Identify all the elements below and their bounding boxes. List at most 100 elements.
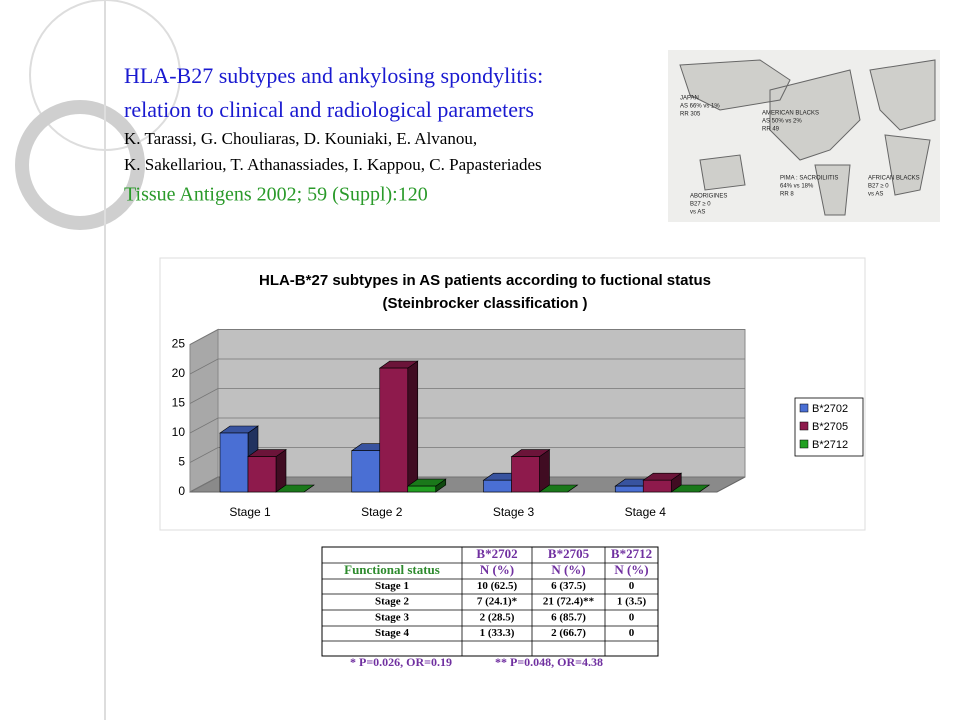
table-subheader: Functional status <box>344 562 440 577</box>
y-tick-label: 25 <box>172 337 186 351</box>
map-label: AFRICAN BLACKS <box>868 176 920 182</box>
map-label: RR 8 <box>780 192 794 198</box>
bar-side <box>407 360 419 493</box>
bar <box>378 360 419 493</box>
legend-swatch <box>799 421 809 431</box>
bar <box>510 449 551 493</box>
map-image: JAPAN AS 66% vs 1% RR 305 AMERICAN BLACKS AS… <box>668 50 940 222</box>
bar-front <box>614 485 644 493</box>
map-label: B27 ≥ 0 <box>868 184 889 190</box>
grid-line <box>189 476 745 493</box>
x-tick-label: Stage 2 <box>361 505 403 519</box>
table-subheader: N (%) <box>480 562 514 577</box>
map-label: vs AS <box>868 192 883 198</box>
table-cell: 0 <box>629 580 635 592</box>
legend-swatch <box>799 439 809 449</box>
table-header: B*2702 <box>476 546 517 561</box>
bar-front <box>351 450 381 493</box>
y-tick-label: 5 <box>178 455 185 469</box>
map-label: RR 305 <box>680 112 701 118</box>
table-cell: Stage 3 <box>375 612 409 624</box>
map-land <box>679 59 936 216</box>
chart-title: HLA-B*27 subtypes in AS patients accordi… <box>259 272 711 289</box>
table-cell: 2 (66.7) <box>551 627 586 639</box>
table-subheader: N (%) <box>614 562 648 577</box>
authors: K. Sakellariou, T. Athanassiades, I. Kap… <box>124 155 542 174</box>
grid-line <box>189 417 745 434</box>
citation: Tissue Antigens 2002; 59 (Suppl):120 <box>124 184 428 206</box>
table-cell: 0 <box>629 627 635 639</box>
grid-line <box>189 329 745 345</box>
table-cell: 0 <box>629 612 635 624</box>
y-tick-label: 10 <box>172 425 186 439</box>
map-label: JAPAN <box>680 96 699 102</box>
table-cell: 2 (28.5) <box>480 612 515 624</box>
x-tick-label: Stage 4 <box>625 505 667 519</box>
table-subheader: N (%) <box>551 562 585 577</box>
bar-top <box>538 484 579 493</box>
table-cell: 6 (37.5) <box>551 580 586 592</box>
y-tick-label: 20 <box>172 366 186 380</box>
y-tick-label: 15 <box>172 396 186 410</box>
map-label: AS 50% vs 2% <box>762 119 802 125</box>
bar <box>406 478 447 493</box>
table-cell: Stage 4 <box>375 627 409 639</box>
authors: K. Tarassi, G. Chouliaras, D. Kouniaki, … <box>124 129 477 148</box>
table-cell: Stage 1 <box>375 580 409 592</box>
legend-swatch <box>799 403 809 413</box>
table-cell: 1 (33.3) <box>480 627 515 639</box>
bar-top <box>275 484 315 493</box>
title: relation to clinical and radiological pa… <box>124 97 534 122</box>
table-cell: 1 (3.5) <box>617 596 647 608</box>
decoration <box>15 0 181 720</box>
map-label: B27 ≥ 0 <box>690 202 711 208</box>
map-label: ABORIGINES <box>690 194 727 200</box>
table-cell: 6 (85.7) <box>551 612 586 624</box>
grid-line <box>189 388 745 404</box>
map-label: AMERICAN BLACKS <box>762 111 819 117</box>
x-tick-label: Stage 3 <box>493 505 535 519</box>
y-tick-label: 0 <box>178 484 185 498</box>
bar-front <box>219 432 249 493</box>
bar-front <box>511 456 540 493</box>
bar-front <box>642 479 672 493</box>
table: B*2702 B*2705 B*2712 Functional status N (%)… <box>321 546 659 669</box>
bar <box>670 484 711 493</box>
table-cell: 10 (62.5) <box>477 580 518 592</box>
table-cell: 7 (24.1)* <box>477 596 518 608</box>
back-wall <box>217 329 746 478</box>
table-header: B*2712 <box>611 546 652 561</box>
bar-top <box>670 484 711 493</box>
grid-line <box>189 447 745 463</box>
bar-side <box>539 449 550 493</box>
map-label: AS 66% vs 1% <box>680 104 720 110</box>
side-wall <box>189 328 219 493</box>
map-label: 64% vs 18% <box>780 184 814 190</box>
bar-front <box>483 479 512 493</box>
bar-front <box>407 485 437 493</box>
legend-label: B*2705 <box>812 421 848 433</box>
legend-label: B*2712 <box>812 439 848 451</box>
map-label: RR 49 <box>762 127 780 133</box>
bar <box>275 484 315 493</box>
map-label: PIMA : SACROILIITIS <box>780 176 838 182</box>
chart-subtitle: (Steinbrocker classification ) <box>382 295 587 312</box>
title: HLA-B27 subtypes and ankylosing spondyli… <box>124 63 543 88</box>
bar-front <box>247 456 277 493</box>
table-footnote: * P=0.026, OR=0.19 <box>350 655 452 669</box>
table-border <box>321 546 659 657</box>
bar-front <box>379 367 409 493</box>
map-label: vs AS <box>690 210 705 216</box>
table-cell: Stage 2 <box>375 596 409 608</box>
table-header: B*2705 <box>548 546 590 561</box>
grid-line <box>189 358 745 375</box>
table-cell: 21 (72.4)** <box>543 596 595 608</box>
bar-side <box>275 449 287 493</box>
header: HLA-B27 subtypes and ankylosing spondyli… <box>124 63 543 206</box>
bar <box>538 484 579 493</box>
legend-label: B*2702 <box>812 403 848 415</box>
table-footnote: ** P=0.048, OR=4.38 <box>495 655 603 669</box>
bar <box>642 472 683 493</box>
x-tick-label: Stage 1 <box>229 505 271 519</box>
